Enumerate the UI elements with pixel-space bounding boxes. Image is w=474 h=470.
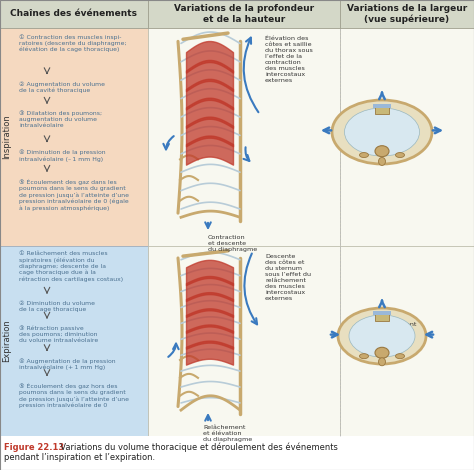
Bar (373, 311, 391, 315)
Bar (375, 313, 389, 321)
Bar (0, 0, 148, 28)
Text: Variations de la profondeur
et de la hauteur: Variations de la profondeur et de la hau… (174, 4, 314, 24)
Text: Inspiration: Inspiration (2, 115, 11, 159)
Ellipse shape (359, 153, 368, 157)
Bar (375, 106, 389, 114)
Text: Expiration: Expiration (2, 320, 11, 362)
Ellipse shape (359, 353, 368, 359)
Bar (0, 28, 148, 246)
Bar (340, 28, 474, 246)
Text: Variations de la largeur
(vue supérieure): Variations de la largeur (vue supérieure… (347, 4, 467, 24)
Text: Figure 22.13: Figure 22.13 (4, 443, 64, 452)
Bar (0, 246, 148, 436)
Bar (373, 104, 391, 108)
Ellipse shape (375, 146, 389, 157)
Text: ① Contraction des muscles inspi-
ratoires (descente du diaphragme;
élévation de : ① Contraction des muscles inspi- ratoire… (19, 34, 127, 52)
Bar (340, 246, 474, 436)
Ellipse shape (395, 353, 404, 359)
Text: Relâchement
des muscles
intercostaux
externes: Relâchement des muscles intercostaux ext… (374, 322, 416, 345)
Text: Variations du volume thoracique et déroulement des événements: Variations du volume thoracique et dérou… (55, 443, 338, 453)
Text: ⑤ Écoulement des gaz hors des
poumons dans le sens du gradient
de pression jusqu: ⑤ Écoulement des gaz hors des poumons da… (19, 383, 129, 408)
Bar (148, 246, 340, 436)
Text: Contraction
et descente
du diaphragme: Contraction et descente du diaphragme (208, 235, 257, 252)
Ellipse shape (349, 315, 415, 357)
Text: ① Relâchement des muscles
spiratoires (élévation du
diaphragme; descente de la
c: ① Relâchement des muscles spiratoires (é… (19, 251, 123, 282)
Text: ② Diminution du volume
de la cage thoracique: ② Diminution du volume de la cage thorac… (19, 301, 95, 312)
Bar (0, 436, 474, 470)
Bar (148, 0, 340, 28)
Ellipse shape (379, 157, 385, 165)
Text: Descente
des côtes et
du sternum
sous l’effet du
relâchement
des muscles
interco: Descente des côtes et du sternum sous l’… (265, 254, 311, 301)
Text: Relâchement
et élévation
du diaphragme: Relâchement et élévation du diaphragme (203, 425, 252, 442)
Text: Contraction
des muscles
intercostaux
externes: Contraction des muscles intercostaux ext… (374, 118, 414, 141)
Text: ④ Diminution de la pression
intraalvéolaire (– 1 mm Hg): ④ Diminution de la pression intraalvéola… (19, 149, 106, 162)
Ellipse shape (345, 108, 419, 156)
Text: Élévation des
côtes et saillie
du thorax sous
l’effet de la
contraction
des musc: Élévation des côtes et saillie du thorax… (265, 36, 313, 83)
Ellipse shape (338, 308, 426, 364)
Text: pendant l’inspiration et l’expiration.: pendant l’inspiration et l’expiration. (4, 453, 155, 462)
Text: Chaînes des événements: Chaînes des événements (10, 9, 137, 18)
Text: ③ Rétraction passive
des poumons; diminution
du volume intraalvéolaire: ③ Rétraction passive des poumons; diminu… (19, 326, 98, 344)
Ellipse shape (379, 358, 385, 366)
Bar (148, 28, 340, 246)
Text: ② Augmentation du volume
de la cavité thoracique: ② Augmentation du volume de la cavité th… (19, 81, 105, 94)
Bar (340, 0, 474, 28)
Ellipse shape (375, 347, 389, 358)
Text: ③ Dilatation des poumons;
augmentation du volume
intraalvéolaire: ③ Dilatation des poumons; augmentation d… (19, 111, 102, 128)
Ellipse shape (395, 153, 404, 157)
Ellipse shape (332, 100, 432, 164)
Text: ④ Augmentation de la pression
intraalvéolaire (+ 1 mm Hg): ④ Augmentation de la pression intraalvéo… (19, 358, 116, 370)
Text: ⑤ Écoulement des gaz dans les
poumons dans le sens du gradient
de pression jusqu: ⑤ Écoulement des gaz dans les poumons da… (19, 179, 129, 211)
